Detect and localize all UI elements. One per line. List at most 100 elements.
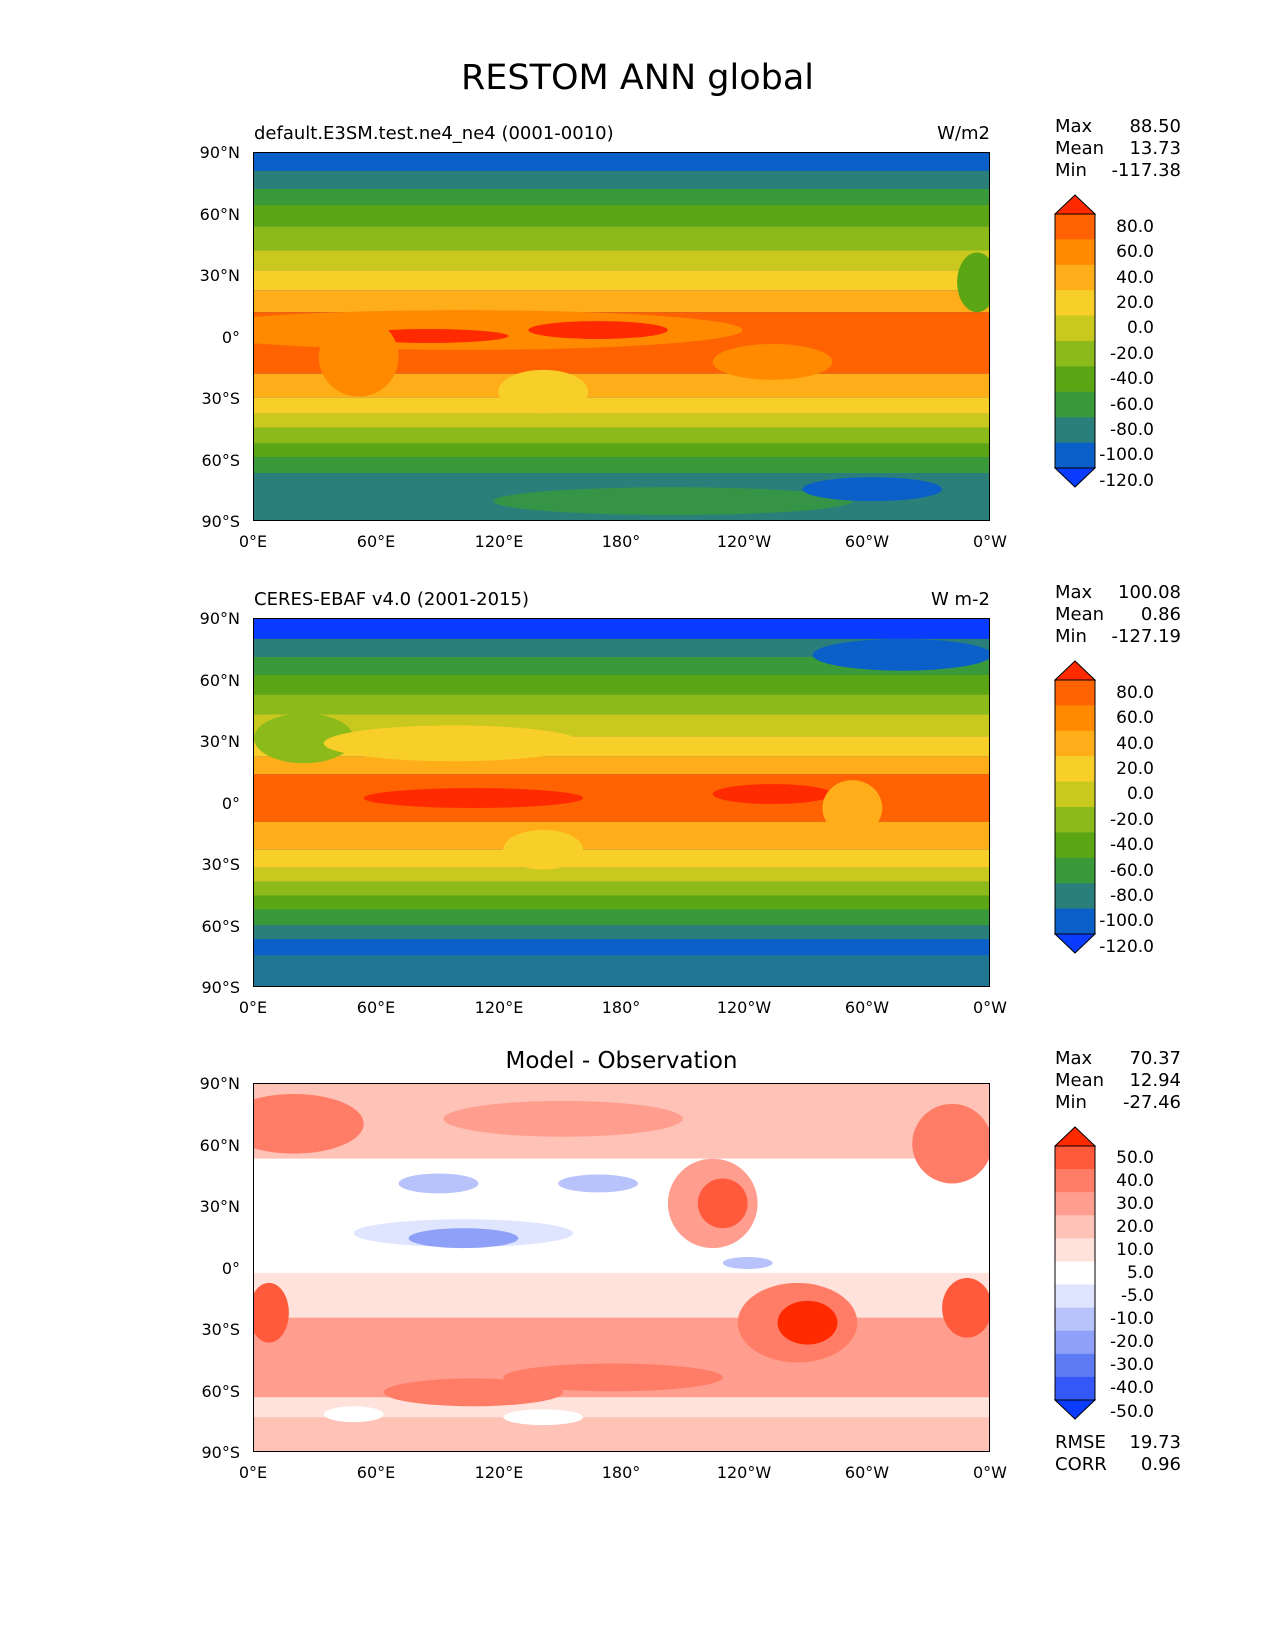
colorbar-label: 60.0	[1116, 708, 1154, 729]
p2-xtick-120e: 120°E	[474, 998, 524, 1017]
colorbar-swatch	[1055, 883, 1095, 910]
colorbar-label: -80.0	[1110, 885, 1154, 906]
colorbar-label: -120.0	[1099, 936, 1154, 957]
p2-ytick-30n: 30°N	[199, 732, 240, 751]
colorbar-swatch	[1055, 417, 1095, 444]
p1-xtick-60w: 60°W	[844, 532, 890, 551]
colorbar-label: 40.0	[1116, 267, 1154, 288]
colorbar-max-extend	[1054, 1126, 1096, 1147]
p3-xtick-180: 180°	[601, 1463, 641, 1482]
p1-xtick-60e: 60°E	[356, 532, 396, 551]
colorbar-swatch	[1055, 680, 1095, 706]
p2-ytick-30s: 30°S	[201, 855, 240, 874]
colorbar-swatch	[1055, 1330, 1095, 1355]
colorbar-label: 40.0	[1116, 733, 1154, 754]
colorbar-swatch	[1055, 290, 1095, 317]
p3-xtick-120e: 120°E	[474, 1463, 524, 1482]
p1-xtick-120w: 120°W	[716, 532, 772, 551]
colorbar-swatches	[1054, 1126, 1096, 1420]
p3-xtick-60w: 60°W	[844, 1463, 890, 1482]
panel-2-title: CERES-EBAF v4.0 (2001-2015)	[254, 589, 530, 610]
colorbar-label: -120.0	[1099, 470, 1154, 491]
colorbar-swatch	[1055, 366, 1095, 393]
colorbar-label: -20.0	[1110, 809, 1154, 830]
p2-ytick-60s: 60°S	[201, 917, 240, 936]
colorbar-max-extend	[1054, 194, 1096, 215]
panel-2-map	[253, 618, 990, 987]
obs-field	[254, 619, 989, 986]
figure-title: RESTOM ANN global	[460, 58, 815, 98]
colorbar-swatch	[1055, 1307, 1095, 1332]
panel-3-map	[253, 1083, 990, 1452]
p3-ytick-90s: 90°S	[201, 1443, 240, 1462]
p2-xtick-60w: 60°W	[844, 998, 890, 1017]
colorbar-frame	[1054, 679, 1096, 935]
colorbar-label: -20.0	[1110, 343, 1154, 364]
panel-3-stats: Max 70.37 Mean 12.94 Min -27.46	[1055, 1048, 1181, 1114]
diff-field	[254, 1084, 989, 1451]
colorbar-label: 40.0	[1116, 1170, 1154, 1191]
p2-ytick-90s: 90°S	[201, 978, 240, 997]
colorbar-swatch	[1055, 264, 1095, 291]
colorbar-label: -40.0	[1110, 835, 1154, 856]
panel-1-colorbar: 80.0 60.0 40.0 20.0 0.0 -20.0 -40.0 -60.0 -80.0 -…	[1054, 194, 1174, 491]
stat-mean: Mean 12.94	[1055, 1070, 1181, 1091]
colorbar-swatch	[1055, 1376, 1095, 1401]
p1-ytick-60n: 60°N	[199, 205, 240, 224]
colorbar-swatch	[1055, 442, 1095, 469]
stat-mean: Mean 13.73	[1055, 138, 1181, 159]
colorbar-swatch	[1055, 781, 1095, 808]
p1-ytick-60s: 60°S	[201, 451, 240, 470]
colorbar-swatch	[1055, 832, 1095, 859]
p3-xtick-60e: 60°E	[356, 1463, 396, 1482]
p3-xtick-0e: 0°E	[238, 1463, 268, 1482]
p2-xtick-60e: 60°E	[356, 998, 396, 1017]
p3-ytick-30n: 30°N	[199, 1197, 240, 1216]
colorbar-label: -40.0	[1110, 1378, 1154, 1399]
colorbar-label: 60.0	[1116, 242, 1154, 263]
p3-ytick-0: 0°	[221, 1259, 240, 1278]
colorbar-swatch	[1055, 807, 1095, 833]
colorbar-swatch	[1055, 315, 1095, 342]
p2-xtick-120w: 120°W	[716, 998, 772, 1017]
panel-1-stats: Max 88.50 Mean 13.73 Min -117.38	[1055, 116, 1181, 182]
colorbar-swatch	[1055, 214, 1095, 240]
colorbar-label: -5.0	[1120, 1286, 1154, 1307]
p2-xtick-0e: 0°E	[238, 998, 268, 1017]
colorbar-swatches	[1054, 660, 1096, 954]
colorbar-swatch	[1055, 730, 1095, 757]
p3-ytick-60s: 60°S	[201, 1382, 240, 1401]
p2-ytick-90n: 90°N	[199, 609, 240, 628]
p1-xtick-180: 180°	[601, 532, 641, 551]
colorbar-label: 10.0	[1116, 1239, 1154, 1260]
p1-xtick-0w: 0°W	[973, 532, 1007, 551]
colorbar-frame	[1054, 1145, 1096, 1401]
p3-ytick-60n: 60°N	[199, 1136, 240, 1155]
p2-xtick-180: 180°	[601, 998, 641, 1017]
stat-rmse: RMSE 19.73	[1055, 1432, 1181, 1453]
colorbar-label: -40.0	[1110, 369, 1154, 390]
colorbar-min-extend	[1054, 1399, 1096, 1420]
p1-ytick-30s: 30°S	[201, 389, 240, 408]
panel-2-units: W m-2	[930, 589, 990, 610]
colorbar-label: -10.0	[1110, 1309, 1154, 1330]
p2-ytick-0: 0°	[221, 794, 240, 813]
p1-xtick-120e: 120°E	[474, 532, 524, 551]
colorbar-max-extend	[1054, 660, 1096, 681]
colorbar-label: -30.0	[1110, 1355, 1154, 1376]
colorbar-swatches	[1054, 194, 1096, 488]
p3-xtick-0w: 0°W	[973, 1463, 1007, 1482]
stat-min: Min -27.46	[1055, 1092, 1181, 1113]
colorbar-swatch	[1055, 857, 1095, 884]
stat-max: Max 100.08	[1055, 582, 1181, 603]
panel-3-colorbar: 50.0 40.0 30.0 20.0 10.0 5.0 -5.0 -10.0 -20.0 -30…	[1054, 1126, 1174, 1422]
stat-max: Max 70.37	[1055, 1048, 1181, 1069]
p3-ytick-90n: 90°N	[199, 1074, 240, 1093]
colorbar-label: -20.0	[1110, 1332, 1154, 1353]
p1-ytick-90s: 90°S	[201, 512, 240, 531]
panel-1-title: default.E3SM.test.ne4_ne4 (0001-0010)	[254, 123, 614, 144]
colorbar-swatch	[1055, 1146, 1095, 1170]
colorbar-label: 80.0	[1116, 216, 1154, 237]
colorbar-min-extend	[1054, 467, 1096, 488]
colorbar-label: 5.0	[1126, 1263, 1154, 1283]
